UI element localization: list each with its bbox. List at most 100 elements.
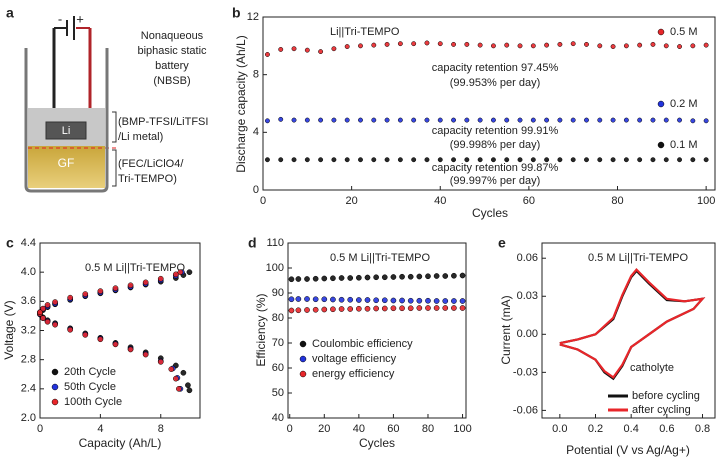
data-point (67, 326, 74, 333)
data-point (142, 351, 149, 358)
data-point (358, 157, 363, 163)
data-point (597, 157, 603, 163)
data-point (288, 307, 295, 314)
data-point (584, 157, 589, 163)
data-point (442, 305, 449, 311)
plus-sign: + (76, 11, 84, 26)
data-point (344, 117, 350, 123)
data-point (459, 272, 466, 279)
data-point (304, 307, 310, 313)
data-point (381, 274, 388, 281)
data-point (433, 298, 440, 304)
data-point (570, 41, 576, 47)
data-point (52, 321, 58, 328)
data-point (399, 297, 405, 304)
data-point (451, 157, 456, 163)
data-point (384, 117, 390, 123)
data-point (650, 157, 656, 163)
data-point (318, 117, 324, 123)
data-point (304, 47, 310, 53)
data-point (517, 117, 523, 123)
data-point (304, 157, 310, 163)
data-point (425, 305, 431, 311)
x-tick-label: 100 (697, 195, 715, 207)
data-point (381, 305, 388, 312)
data-point (347, 296, 354, 303)
x-axis-label: Potential (V vs Ag/Ag+) (566, 443, 690, 457)
panel-label: d (248, 235, 257, 251)
data-point (416, 305, 423, 311)
y-tick-label: 90 (272, 287, 284, 299)
annotation: (99.998% per day) (450, 139, 541, 151)
data-point (331, 157, 337, 163)
panel-label: e (498, 235, 506, 251)
data-point (44, 318, 51, 325)
data-point (530, 117, 536, 123)
x-tick-label: 0.8 (695, 423, 710, 435)
y-tick-label: 80 (272, 312, 284, 324)
legend-label: after cycling (632, 404, 691, 416)
legend-marker (51, 383, 59, 391)
data-point (504, 42, 510, 48)
diagram-text: (BMP-TFSI/LiTFSI (118, 116, 208, 128)
data-point (451, 272, 457, 279)
legend-marker (657, 28, 665, 36)
data-point (177, 269, 184, 276)
diagram-text: biphasic static (137, 45, 207, 57)
data-point (291, 46, 297, 52)
data-point (371, 42, 377, 48)
y-tick-label: 70 (272, 337, 284, 349)
data-point (172, 271, 179, 278)
x-tick-label: 0.2 (588, 423, 603, 435)
data-point (663, 43, 669, 49)
data-point (142, 279, 149, 286)
data-point (278, 157, 284, 163)
legend-marker (299, 355, 307, 363)
legend-label: 0.5 M (670, 26, 698, 38)
data-point (358, 43, 363, 49)
y-tick-label: 4.0 (21, 266, 36, 278)
data-point (330, 275, 336, 282)
data-point (411, 117, 417, 123)
data-point (364, 274, 371, 281)
legend-marker (657, 141, 665, 149)
data-point (425, 273, 431, 280)
x-tick-label: 100 (453, 423, 471, 435)
x-tick-label: 80 (611, 195, 623, 207)
legend-label: energy efficiency (312, 368, 395, 380)
bracket (112, 149, 117, 187)
data-point (437, 117, 443, 123)
legend-label: 20th Cycle (64, 366, 116, 378)
x-tick-label: 80 (422, 423, 434, 435)
data-point (186, 269, 193, 276)
data-point (703, 157, 709, 163)
y-tick-label: 40 (272, 412, 284, 424)
data-point (304, 117, 310, 123)
data-point (112, 341, 119, 348)
data-point (637, 117, 643, 123)
annotation: capacity retention 99.91% (432, 125, 559, 137)
data-point (407, 305, 414, 312)
data-point (295, 276, 302, 282)
data-point (295, 307, 302, 314)
data-point (344, 44, 350, 50)
data-point (451, 41, 456, 47)
data-point (490, 43, 496, 49)
data-point (371, 157, 377, 163)
data-point (40, 305, 46, 312)
data-point (185, 382, 191, 389)
x-tick-label: 4 (97, 423, 103, 435)
data-point (451, 305, 457, 311)
data-point (295, 296, 302, 302)
data-point (397, 41, 403, 47)
data-point (338, 306, 345, 312)
legend-label: before cycling (632, 390, 700, 402)
data-point (180, 369, 187, 376)
gf-label: GF (58, 156, 75, 170)
data-point (356, 297, 362, 303)
diagram-text: battery (155, 60, 189, 72)
data-point (397, 157, 403, 163)
data-point (663, 117, 669, 123)
x-tick-label: 0 (287, 423, 293, 435)
data-point (356, 274, 362, 281)
